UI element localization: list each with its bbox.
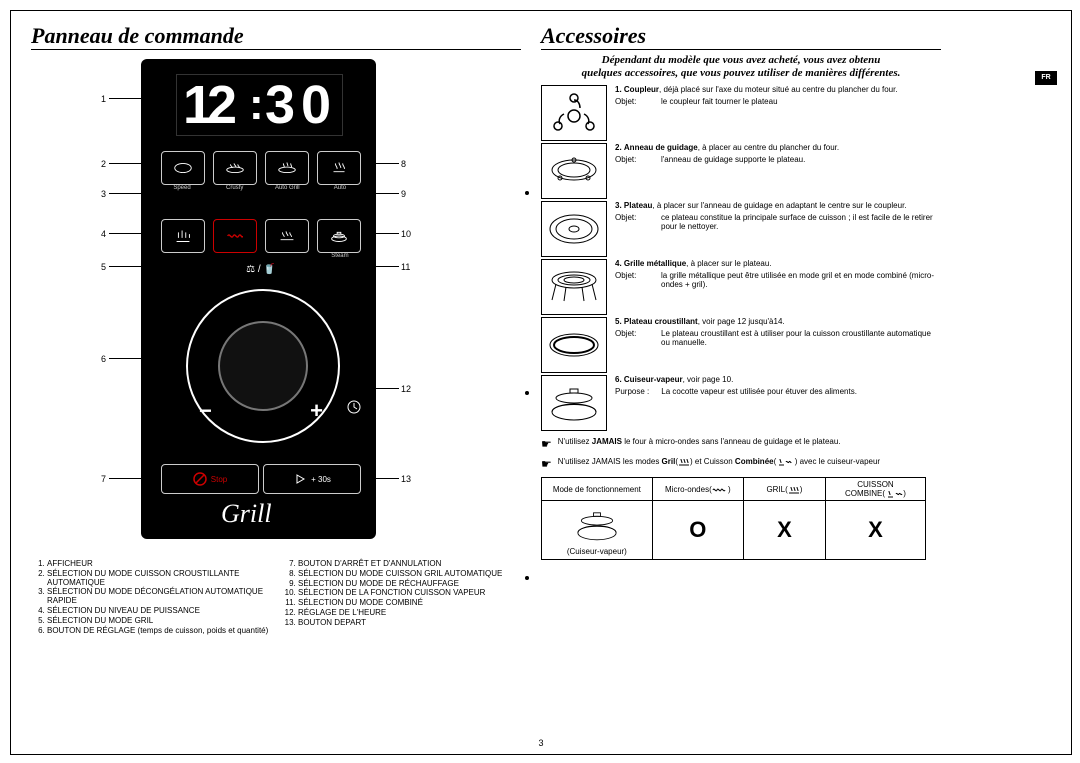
legend-item: BOUTON DEPART <box>298 619 521 628</box>
right-title: Accessoires <box>541 23 941 50</box>
page-number: 3 <box>538 738 543 748</box>
auto-btn[interactable] <box>265 151 309 185</box>
acc-item-ring: 2. Anneau de guidage, à placer au centre… <box>541 143 941 199</box>
ring-icon <box>541 143 607 199</box>
callout-1: 1 <box>101 94 106 104</box>
steamer-cell: (Cuiseur-vapeur) <box>542 501 653 560</box>
pointing-hand-icon: ☛ <box>541 437 552 451</box>
crusty-plate-icon <box>541 317 607 373</box>
combi-header: CUISSONCOMBINE( ) <box>825 478 925 501</box>
clock-icon[interactable] <box>346 399 362 417</box>
callout-2: 2 <box>101 159 106 169</box>
callout-5: 5 <box>101 262 106 272</box>
crusty-btn[interactable] <box>161 151 205 185</box>
table-row: Mode de fonctionnement Micro-ondes( ) GR… <box>542 478 926 501</box>
grill-mini-icon <box>678 458 690 466</box>
callout-3: 3 <box>101 189 106 199</box>
start-icon <box>293 472 307 486</box>
legend-item: AFFICHEUR <box>47 560 270 569</box>
left-title: Panneau de commande <box>31 23 521 50</box>
callout-10: 10 <box>401 229 411 239</box>
callout-13: 13 <box>401 474 411 484</box>
combi-mini-icon <box>778 458 792 466</box>
callout-8: 8 <box>401 159 406 169</box>
svg-text:2: 2 <box>207 75 237 133</box>
acc-item-coupler: 1. Coupleur, déjà placé sur l'axe du mot… <box>541 85 941 141</box>
legend-item: RÉGLAGE DE L'HEURE <box>298 609 521 618</box>
plus-icon: + <box>310 398 323 424</box>
bottom-button-row: Stop + 30s <box>161 464 361 494</box>
button-row-1 <box>161 151 361 185</box>
legend-item: BOUTON DE RÉGLAGE (temps de cuisson, poi… <box>47 627 270 636</box>
microwave-header: Micro-ondes( ) <box>652 478 743 501</box>
legend-item: SÉLECTION DU MODE CUISSON GRIL AUTOMATIQ… <box>298 570 521 579</box>
grill-header: GRIL() <box>743 478 825 501</box>
mode-table: Mode de fonctionnement Micro-ondes( ) GR… <box>541 477 926 560</box>
panel-diagram: 1 2 3 4 5 6 7 8 9 10 11 12 13 <box>31 54 521 554</box>
accessories-list: 1. Coupleur, déjà placé sur l'axe du mot… <box>541 85 941 431</box>
callout-6: 6 <box>101 354 106 364</box>
svg-text:3: 3 <box>265 75 295 133</box>
callout-12: 12 <box>401 384 411 394</box>
time-display: 1 2 : 3 0 <box>176 74 343 136</box>
stop-icon <box>193 472 207 486</box>
cell-x2: X <box>825 501 925 560</box>
panel-legend: AFFICHEUR SÉLECTION DU MODE CUISSON CROU… <box>31 560 521 636</box>
legend-item: BOUTON D'ARRÊT ET D'ANNULATION <box>298 560 521 569</box>
intro-text: Dépendant du modèle que vous avez acheté… <box>541 54 941 79</box>
left-column: Panneau de commande 1 2 3 4 5 6 7 8 9 10… <box>31 23 521 636</box>
steamer-icon <box>541 375 607 431</box>
acc-item-steamer: 6. Cuiseur-vapeur, voir page 10. Purpose… <box>541 375 941 431</box>
legend-item: SÉLECTION DU MODE COMBINÉ <box>298 599 521 608</box>
callout-4: 4 <box>101 229 106 239</box>
minus-icon: − <box>199 398 212 424</box>
control-panel: 1 2 : 3 0 <box>141 59 376 539</box>
callout-9: 9 <box>401 189 406 199</box>
microwave-btn[interactable] <box>213 219 257 253</box>
plate-icon <box>541 201 607 257</box>
button-row-1-labels: Speed Crusty Auto Grill Auto <box>161 185 361 191</box>
power-btn[interactable] <box>161 219 205 253</box>
mode-header: Mode de fonctionnement <box>542 478 653 501</box>
callout-11: 11 <box>401 262 410 272</box>
stop-button[interactable]: Stop <box>161 464 259 494</box>
grill-btn[interactable] <box>265 219 309 253</box>
legend-item: SÉLECTION DU MODE GRIL <box>47 617 270 626</box>
acc-item-plate: 3. Plateau, à placer sur l'anneau de gui… <box>541 201 941 257</box>
rack-icon <box>541 259 607 315</box>
weight-quantity-icon: ⚖ / 🥤 <box>181 264 341 275</box>
seven-seg-icon: 1 2 : 3 0 <box>177 75 342 133</box>
coupler-icon <box>541 85 607 141</box>
cell-x1: X <box>743 501 825 560</box>
grill-logo: Grill <box>221 499 272 529</box>
warning-1: ☛ N'utilisez JAMAIS le four à micro-onde… <box>541 437 941 451</box>
reheat-btn[interactable] <box>317 151 361 185</box>
warning-2: ☛ N'utilisez JAMAIS les modes Gril() et … <box>541 457 941 471</box>
legend-item: SÉLECTION DU MODE DE RÉCHAUFFAGE <box>298 580 521 589</box>
callout-7: 7 <box>101 474 106 484</box>
pointing-hand-icon: ☛ <box>541 457 552 471</box>
start-button[interactable]: + 30s <box>263 464 361 494</box>
table-row: (Cuiseur-vapeur) O X X <box>542 501 926 560</box>
right-column: Accessoires Dépendant du modèle que vous… <box>541 23 941 560</box>
legend-item: SÉLECTION DU MODE DÉCONGÉLATION AUTOMATI… <box>47 588 270 606</box>
svg-text:0: 0 <box>301 75 331 133</box>
dial[interactable]: ⚖ / 🥤 − + <box>181 284 341 444</box>
steam-btn[interactable] <box>317 219 361 253</box>
legend-item: SÉLECTION DU NIVEAU DE PUISSANCE <box>47 607 270 616</box>
cell-o: O <box>652 501 743 560</box>
auto-grill-btn[interactable] <box>213 151 257 185</box>
lang-badge: FR <box>1035 71 1057 85</box>
acc-item-rack: 4. Grille métallique, à placer sur le pl… <box>541 259 941 315</box>
legend-item: SÉLECTION DE LA FONCTION CUISSON VAPEUR <box>298 589 521 598</box>
acc-item-crusty-plate: 5. Plateau croustillant, voir page 12 ju… <box>541 317 941 373</box>
legend-item: SÉLECTION DU MODE CUISSON CROUSTILLANTE … <box>47 570 270 588</box>
button-row-2 <box>161 219 361 253</box>
svg-text::: : <box>249 80 264 129</box>
button-row-2-labels: Steam <box>161 253 361 259</box>
